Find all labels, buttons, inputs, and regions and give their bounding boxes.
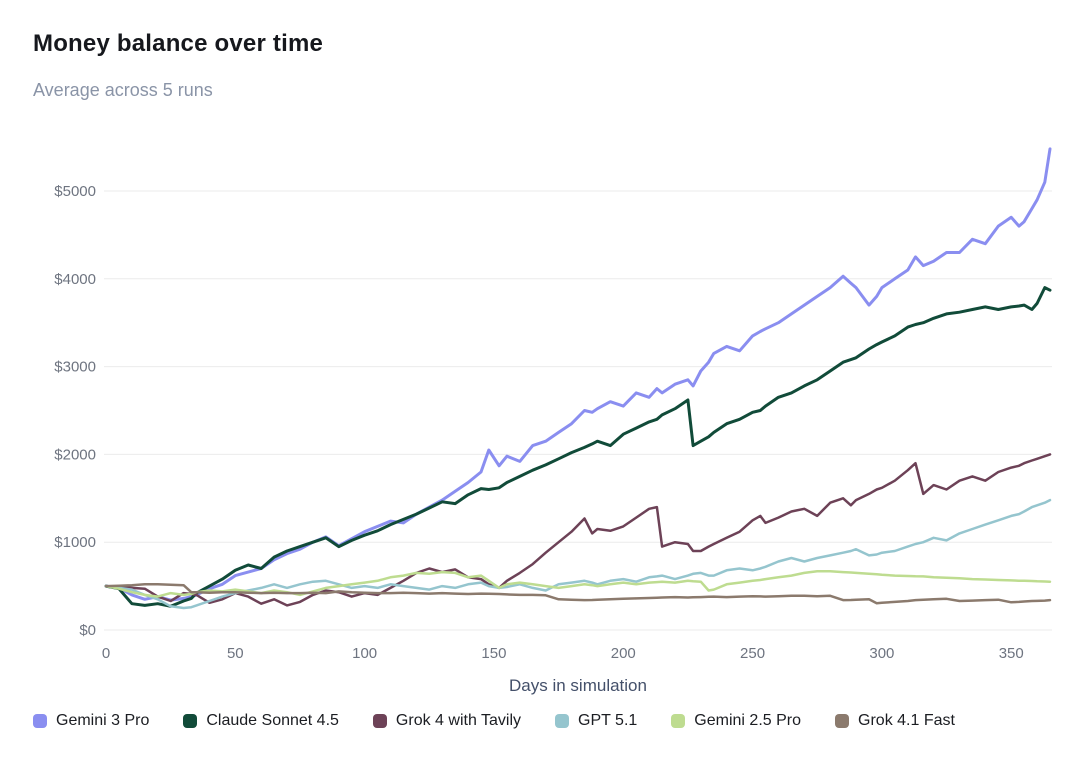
series-line-gemini-2-5-pro xyxy=(104,569,1052,598)
x-tick-label-300: 300 xyxy=(869,645,894,662)
legend-item-gemini-3-pro: Gemini 3 Pro xyxy=(33,712,149,730)
legend-swatch-icon-claude-sonnet-4-5 xyxy=(183,714,198,728)
x-tick-label-50: 50 xyxy=(227,645,244,662)
series-line-grok-4-with-tavily xyxy=(104,453,1052,607)
y-tick-label-2000: $2000 xyxy=(54,446,96,463)
legend-item-gemini-2-5-pro: Gemini 2.5 Pro xyxy=(671,712,801,730)
x-tick-label-250: 250 xyxy=(740,645,765,662)
legend-label-gemini-3-pro: Gemini 3 Pro xyxy=(56,712,150,729)
y-tick-label-5000: $5000 xyxy=(54,183,96,200)
legend-item-grok-4-with-tavily: Grok 4 with Tavily xyxy=(372,712,521,730)
x-tick-label-0: 0 xyxy=(102,645,110,662)
legend-label-claude-sonnet-4-5: Claude Sonnet 4.5 xyxy=(206,712,339,729)
series-line-gpt-5-1 xyxy=(104,498,1052,610)
y-tick-label-1000: $1000 xyxy=(54,534,96,551)
x-tick-label-200: 200 xyxy=(611,645,636,662)
legend-swatch-icon-grok-4-with-tavily xyxy=(372,714,387,728)
chart-subtitle: Average across 5 runs xyxy=(33,80,213,100)
y-tick-label-3000: $3000 xyxy=(54,359,96,376)
series-line-claude-sonnet-4-5 xyxy=(104,286,1052,608)
legend-label-grok-4-1-fast: Grok 4.1 Fast xyxy=(858,712,955,729)
x-tick-label-150: 150 xyxy=(481,645,506,662)
legend-label-gpt-5-1: GPT 5.1 xyxy=(578,712,638,729)
series-line-gemini-3-pro xyxy=(104,147,1052,602)
chart-title: Money balance over time xyxy=(33,30,324,57)
x-axis-title: Days in simulation xyxy=(509,676,647,695)
legend-swatch-icon-gemini-3-pro xyxy=(33,714,47,728)
legend-label-gemini-2-5-pro: Gemini 2.5 Pro xyxy=(694,712,802,729)
x-tick-label-350: 350 xyxy=(999,645,1024,662)
chart-legend: Gemini 3 Pro Claude Sonnet 4.5 Grok 4 with… xyxy=(33,712,955,730)
legend-item-grok-4-1-fast: Grok 4.1 Fast xyxy=(835,712,955,730)
y-tick-label-0: $0 xyxy=(79,622,96,639)
legend-swatch-icon-gemini-2-5-pro xyxy=(671,714,686,728)
legend-item-gpt-5-1: GPT 5.1 xyxy=(555,712,637,730)
legend-label-grok-4-with-tavily: Grok 4 with Tavily xyxy=(395,712,521,729)
money-balance-line-chart: $0 $1000 $2000 $3000 $4000 $5000 0 50 100 150 200 2… xyxy=(54,147,1052,695)
legend-swatch-icon-grok-4-1-fast xyxy=(835,714,850,728)
y-tick-label-4000: $4000 xyxy=(54,271,96,288)
x-tick-label-100: 100 xyxy=(352,645,377,662)
series-line-grok-4-1-fast xyxy=(104,583,1052,605)
legend-item-claude-sonnet-4-5: Claude Sonnet 4.5 xyxy=(183,712,339,730)
legend-swatch-icon-gpt-5-1 xyxy=(555,714,569,728)
